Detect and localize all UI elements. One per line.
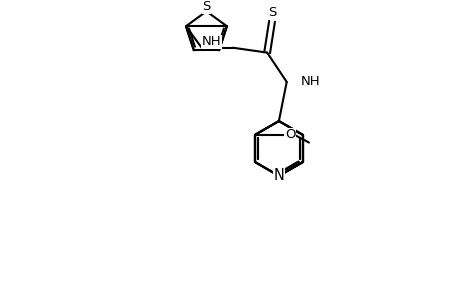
Text: O: O bbox=[285, 128, 295, 141]
Text: NH: NH bbox=[300, 75, 319, 88]
Text: NH: NH bbox=[201, 35, 221, 48]
Text: S: S bbox=[267, 6, 276, 19]
Text: N: N bbox=[273, 168, 284, 183]
Text: S: S bbox=[202, 0, 210, 13]
